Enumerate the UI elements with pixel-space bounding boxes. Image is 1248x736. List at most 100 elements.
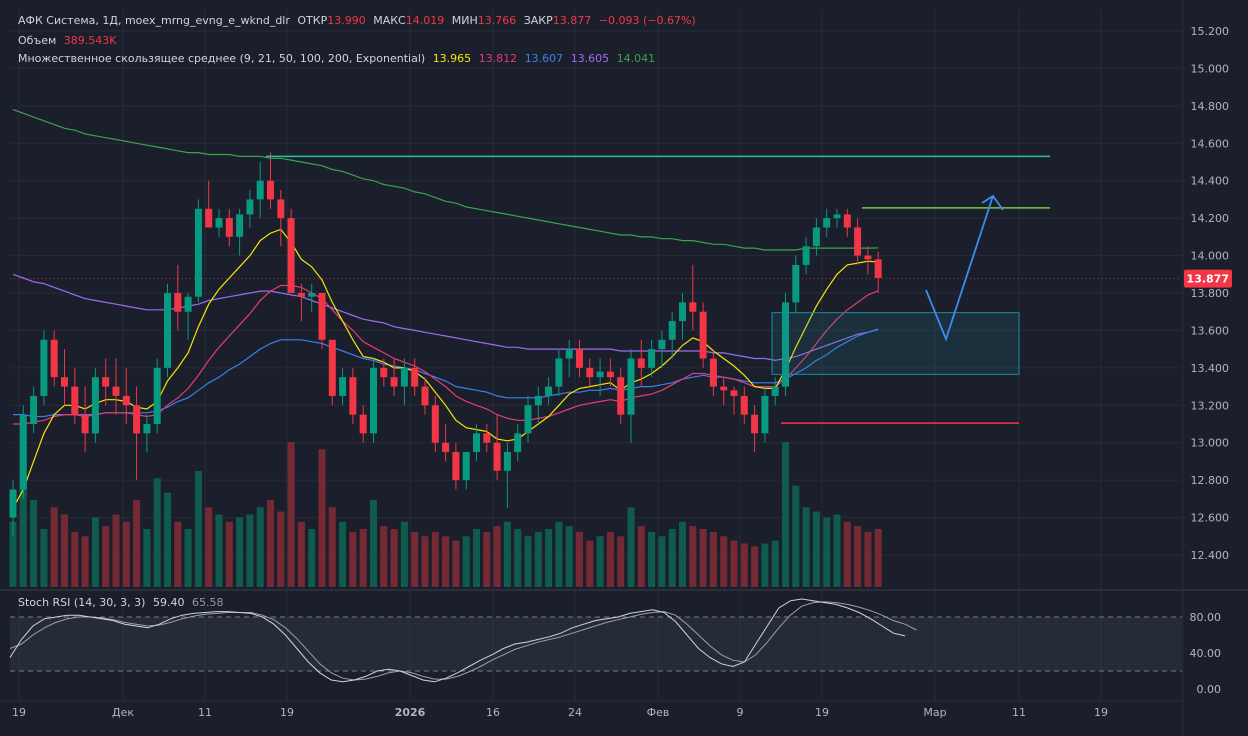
candle-body (102, 377, 110, 387)
candle-body (730, 390, 738, 396)
price-axis[interactable]: 15.200 15.000 14.800 14.600 14.400 14.200 14.0… (1182, 0, 1232, 736)
volume-bar (91, 517, 99, 587)
volume-bar (256, 507, 264, 587)
volume-bars (9, 442, 882, 587)
candle-body (400, 367, 408, 387)
legend-stoch-k: 59.40 (152, 596, 185, 609)
volume-bar (431, 531, 439, 587)
volume-bar (812, 511, 820, 587)
volume-bar (586, 540, 594, 587)
forecast-arrow-head (981, 194, 1004, 211)
stoch-d-line (9, 601, 917, 681)
last-price-tag (1184, 269, 1232, 288)
candle-body (627, 358, 635, 415)
candle-body (689, 302, 697, 312)
legend-ma-21: 13.812 (478, 52, 518, 65)
legend-title: АФК Система, 1Д, moex_mrng_evng_e_wknd_d… (18, 14, 290, 27)
volume-bar (215, 514, 223, 587)
legend-row-stoch: Stoch RSI (14, 30, 3, 3) 59.40 65.58 (18, 596, 227, 609)
legend-close: 13.877 (552, 14, 592, 27)
candle-body (771, 386, 779, 396)
candle-body (164, 293, 171, 368)
volume-bar (9, 521, 17, 587)
volume-bar (720, 536, 728, 587)
price-tick-label: 14.200 (1191, 212, 1230, 225)
volume-bar (297, 521, 305, 587)
volume-bar (751, 546, 759, 587)
legend-stoch-d: 65.58 (191, 596, 224, 609)
candle-body (565, 349, 573, 359)
candle-body (112, 386, 120, 396)
price-tick-label: 13.400 (1191, 362, 1230, 375)
candle-body (720, 386, 728, 391)
price-tick-label: 14.600 (1191, 137, 1230, 150)
candle-body (761, 395, 769, 434)
candle-body (606, 371, 614, 378)
candle-body (411, 367, 419, 387)
candle-body (524, 405, 532, 434)
candle-body (699, 311, 707, 359)
volume-bar (205, 507, 213, 587)
volume-bar (689, 526, 697, 587)
time-tick-label: 19 (1094, 706, 1108, 719)
drawings[interactable] (266, 155, 1050, 424)
volume-bar (225, 521, 233, 587)
candle-body (534, 395, 542, 406)
time-tick-label: 11 (1012, 706, 1026, 719)
legend-volume-label: Объем (18, 34, 57, 47)
volume-bar (565, 526, 573, 587)
volume-bar (617, 536, 625, 587)
forecast-arrow (925, 195, 994, 342)
volume-bar (740, 543, 748, 587)
volume-bar (390, 529, 398, 587)
stoch-band (10, 617, 1182, 671)
price-tick-label: 12.800 (1191, 474, 1230, 487)
time-tick-label: Дек (112, 706, 134, 719)
candle-body (81, 414, 89, 434)
candle-body (833, 214, 841, 219)
volume-bar (473, 529, 480, 587)
price-tick-label: 14.000 (1191, 250, 1230, 263)
legend-ma-100: 13.605 (570, 52, 610, 65)
volume-bar (823, 517, 831, 587)
volume-bar (411, 531, 419, 587)
time-tick-label: Мар (923, 706, 946, 719)
candle-body (236, 214, 244, 237)
volume-bar (287, 442, 295, 587)
stoch-tick-label: 40.00 (1190, 647, 1222, 660)
candle-body (679, 302, 686, 322)
volume-bar (730, 540, 738, 587)
time-tick-label: 19 (815, 706, 829, 719)
volume-bar (452, 540, 460, 587)
candle-body (19, 414, 27, 490)
volume-bar (637, 526, 645, 587)
time-tick-label: 24 (568, 706, 582, 719)
candle-body (246, 199, 254, 215)
volume-bar (174, 521, 182, 587)
candle-body (421, 386, 429, 406)
volume-bar (400, 521, 408, 587)
grid (0, 10, 1248, 700)
time-axis[interactable]: 19 Дек 11 19 2026 16 24 Фев 9 19 Мар 11 19 (0, 700, 1183, 719)
volume-bar (19, 485, 27, 587)
candle-body (586, 367, 594, 378)
candle-body (122, 395, 130, 406)
volume-bar (627, 507, 635, 587)
candle-body (431, 405, 439, 443)
volume-bar (503, 521, 511, 587)
volume-bar (864, 531, 872, 587)
candle-body (442, 442, 450, 453)
candle-body (503, 452, 511, 471)
volume-bar (164, 492, 171, 587)
candle-body (40, 339, 48, 396)
candle-body (637, 358, 645, 368)
candle-body (576, 349, 583, 368)
price-tick-label: 13.600 (1191, 324, 1230, 337)
volume-bar (699, 529, 707, 587)
volume-bar (308, 529, 316, 587)
candle-body (462, 452, 470, 481)
candle-body (143, 424, 151, 434)
stoch-k-line (9, 598, 906, 683)
volume-bar (246, 514, 254, 587)
